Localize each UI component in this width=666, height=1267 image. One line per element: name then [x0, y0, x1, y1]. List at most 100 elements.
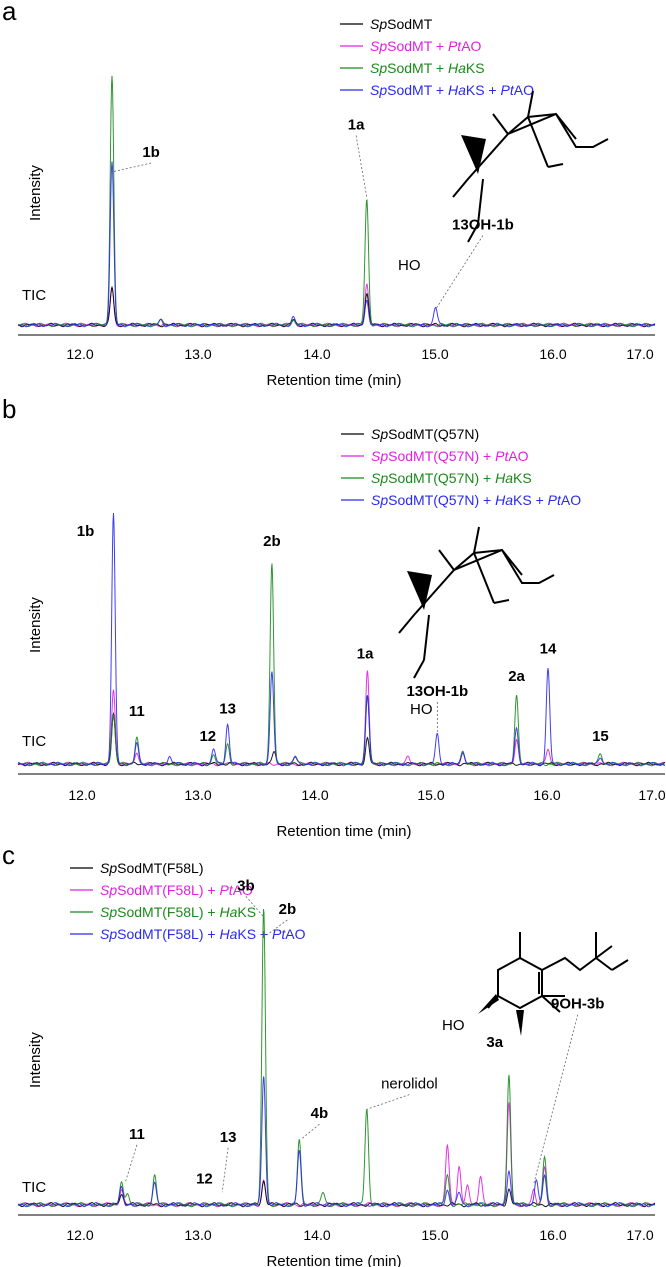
- x-tick-label: 15.0: [421, 1227, 448, 1243]
- x-tick-label: 15.0: [417, 787, 444, 803]
- peak-label-4b: 4b: [311, 1105, 329, 1122]
- peak-label-1b: 1b: [142, 144, 160, 161]
- trace-series-4: [17, 512, 666, 767]
- peak-label-13oh-1b: 13OH-1b: [452, 217, 514, 234]
- peak-label-2a: 2a: [508, 668, 525, 685]
- panel-a-label: a: [2, 0, 17, 26]
- trace-series-2: [17, 283, 656, 328]
- x-tick-label: 14.0: [303, 1227, 330, 1243]
- panel-c: c Intensity TIC Retention time (min) 12.…: [2, 840, 656, 1267]
- legend-entry: SpSodMT(F58L) + PtAO: [100, 882, 253, 898]
- x-tick-label: 13.0: [184, 1227, 211, 1243]
- x-tick-label: 13.0: [184, 787, 211, 803]
- peak-label-11: 11: [129, 1126, 145, 1143]
- legend-entry: SpSodMT + PtAO: [370, 38, 482, 54]
- legend-entry: SpSodMT(Q57N) + HaKS: [371, 470, 532, 486]
- x-tick-label: 12.0: [68, 787, 95, 803]
- annotation-leader-line: [435, 235, 484, 310]
- legend-entry: SpSodMT(Q57N): [371, 426, 479, 442]
- molecule-13oh-1b-structure: [398, 526, 555, 679]
- panel-a-traces: [17, 75, 656, 328]
- peak-label-nerolidol: nerolidol: [381, 1076, 438, 1093]
- peak-label-2b: 2b: [279, 901, 297, 918]
- x-tick-label: 13.0: [184, 346, 211, 362]
- trace-series-4: [17, 161, 656, 328]
- trace-series-3: [17, 563, 666, 767]
- annotation-leader-line: [111, 162, 152, 173]
- annotation-leader-line: [355, 135, 368, 198]
- trace-series-1: [17, 285, 656, 328]
- annotation-leader-line: [366, 1094, 410, 1110]
- peak-label-9oh-3b: 9OH-3b: [551, 996, 604, 1013]
- peak-label-13oh-1b: 13OH-1b: [406, 683, 468, 700]
- x-tick-label: 14.0: [301, 787, 328, 803]
- panel-b-legend: SpSodMT(Q57N) SpSodMT(Q57N) + PtAO SpSod…: [341, 426, 581, 508]
- panel-a-xlabel: Retention time (min): [266, 372, 401, 389]
- panel-b-ylabel: Intensity: [27, 597, 44, 653]
- panel-a-ylabel: Intensity: [27, 165, 44, 221]
- molecule-13oh-1b-label: HO: [410, 701, 433, 718]
- x-tick-label: 17.0: [638, 787, 665, 803]
- legend-entry: SpSodMT(Q57N) + HaKS + PtAO: [371, 492, 581, 508]
- annotation-leader-line: [533, 1014, 579, 1184]
- peak-label-3a: 3a: [486, 1034, 503, 1051]
- peak-label-15: 15: [592, 728, 609, 745]
- panel-a-legend: SpSodMT SpSodMT + PtAO SpSodMT + HaKS Sp…: [340, 16, 534, 98]
- peak-label-13: 13: [219, 701, 236, 718]
- panel-b-trace-label: TIC: [22, 733, 46, 750]
- annotation-leader-line: [245, 896, 264, 918]
- panel-a-ticks: 12.0 13.0 14.0 15.0 16.0 17.0: [66, 346, 653, 362]
- trace-series-2: [17, 670, 666, 767]
- panel-c-annotations: 3b 2b 11 13 12 4b nerolidol 3a 9OH-3b: [124, 877, 604, 1193]
- annotation-leader-line: [301, 1123, 320, 1140]
- panel-c-xlabel: Retention time (min): [266, 1253, 401, 1267]
- annotation-leader-line: [266, 919, 288, 936]
- panel-a-annotations: 1b 1a 13OH-1b: [111, 117, 514, 310]
- legend-entry: SpSodMT(F58L) + HaKS + PtAO: [100, 926, 306, 942]
- x-tick-label: 17.0: [626, 1227, 653, 1243]
- molecule-9oh-3b-structure: [478, 932, 629, 1036]
- panel-c-label: c: [2, 840, 15, 870]
- x-tick-label: 16.0: [539, 346, 566, 362]
- trace-series-3: [17, 909, 656, 1208]
- peak-label-1a: 1a: [357, 646, 374, 663]
- panel-a: a Intensity TIC Retention time (min) 12.…: [2, 0, 656, 389]
- panel-b-ticks: 12.0 13.0 14.0 15.0 16.0 17.0: [68, 787, 665, 803]
- molecule-13oh-1b-label: HO: [398, 257, 421, 274]
- legend-entry: SpSodMT + HaKS + PtAO: [370, 82, 534, 98]
- panel-b-traces: [17, 512, 666, 767]
- annotation-leader-line: [124, 1144, 138, 1184]
- molecule-9oh-3b-label: HO: [442, 1017, 465, 1034]
- annotation-leader-line: [221, 1147, 229, 1193]
- x-tick-label: 16.0: [539, 1227, 566, 1243]
- x-tick-label: 12.0: [66, 346, 93, 362]
- trace-series-2: [17, 1102, 656, 1208]
- peak-label-1b: 1b: [77, 523, 95, 540]
- trace-series-3: [17, 75, 656, 328]
- legend-entry: SpSodMT(F58L): [100, 860, 203, 876]
- legend-entry: SpSodMT(Q57N) + PtAO: [371, 448, 529, 464]
- peak-label-12: 12: [196, 1170, 213, 1187]
- x-tick-label: 15.0: [421, 346, 448, 362]
- panel-b-label: b: [2, 394, 16, 424]
- panel-c-traces: [17, 909, 656, 1208]
- peak-label-13: 13: [220, 1129, 237, 1146]
- panel-b: b Intensity TIC Retention time (min) 12.…: [2, 394, 666, 840]
- panel-c-legend: SpSodMT(F58L) SpSodMT(F58L) + PtAO SpSod…: [70, 860, 306, 942]
- peak-label-1a: 1a: [348, 117, 365, 134]
- panel-c-trace-label: TIC: [22, 1179, 46, 1196]
- peak-label-12: 12: [199, 728, 216, 745]
- panel-c-ticks: 12.0 13.0 14.0 15.0 16.0 17.0: [66, 1227, 653, 1243]
- x-tick-label: 17.0: [626, 346, 653, 362]
- x-tick-label: 12.0: [66, 1227, 93, 1243]
- legend-entry: SpSodMT: [370, 16, 433, 32]
- peak-label-2b: 2b: [263, 533, 281, 550]
- peak-label-11: 11: [129, 703, 145, 720]
- panel-b-xlabel: Retention time (min): [276, 823, 411, 840]
- x-tick-label: 16.0: [533, 787, 560, 803]
- legend-entry: SpSodMT(F58L) + HaKS: [100, 904, 256, 920]
- trace-series-4: [17, 1076, 656, 1208]
- panel-a-trace-label: TIC: [22, 287, 46, 304]
